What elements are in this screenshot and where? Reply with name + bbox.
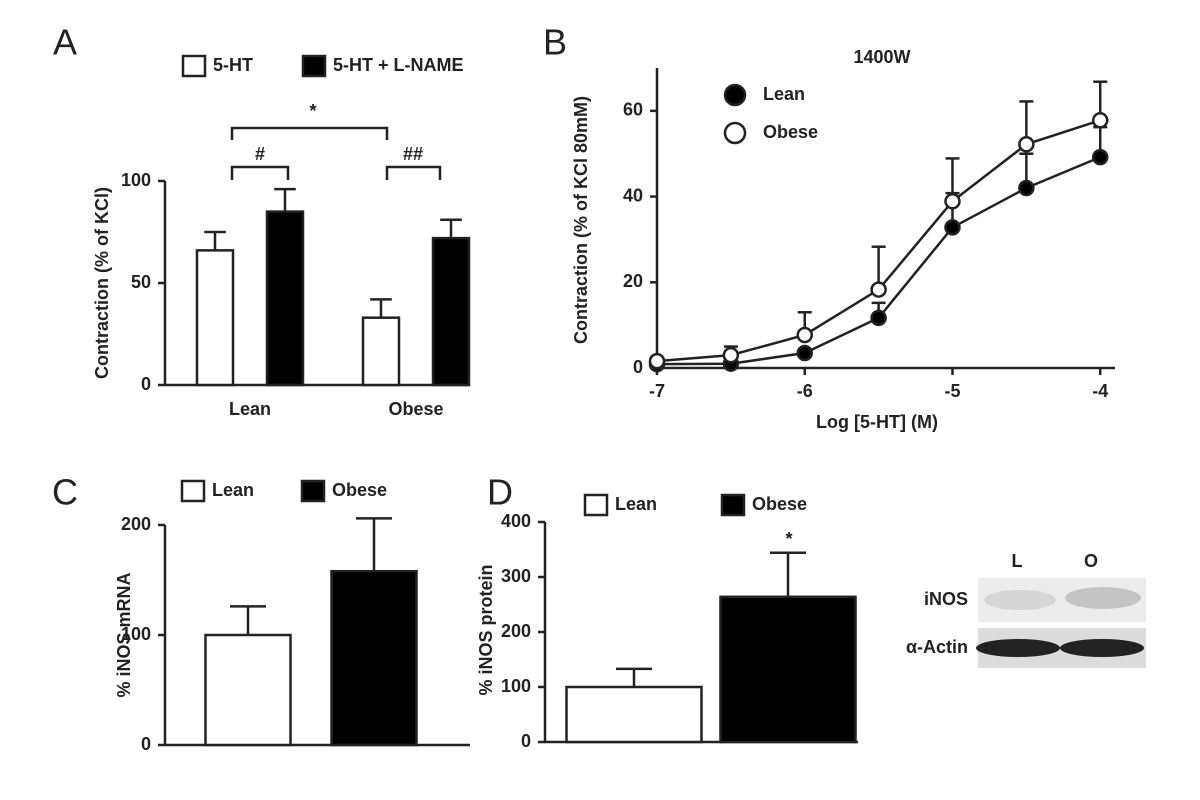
y-tick-label: 50 [131,272,151,292]
bar [265,210,305,387]
y-tick-label: 0 [521,731,531,751]
y-axis-label: % iNOS mRNA [114,572,134,697]
legend-swatch [181,54,207,78]
x-tick-label: -5 [944,381,960,401]
significance-bracket [230,126,389,140]
legend-marker [723,83,747,107]
y-tick-label: 0 [141,734,151,754]
blot-row-label: iNOS [924,589,968,609]
bar [565,685,703,744]
point [796,326,813,344]
y-axis-label: Contraction (% of KCl 80mM) [571,96,591,344]
y-tick-label: 200 [501,621,531,641]
blot-row-label: α-Actin [906,637,968,657]
bar [361,316,401,387]
legend-label: Obese [332,480,387,500]
x-tick-label: Obese [388,399,443,419]
y-axis-label: Contraction (% of KCl) [92,187,112,379]
y-tick-label: 60 [623,100,643,120]
y-tick-label: 400 [501,511,531,531]
y-tick-label: 200 [121,514,151,534]
western-blot [976,578,1146,668]
y-axis-label: % iNOS protein [476,564,496,695]
bar [719,595,857,744]
point [796,344,813,362]
point [722,346,740,364]
annotation: # [255,144,265,164]
x-tick-label: -6 [797,381,813,401]
point [1091,112,1109,129]
x-tick-label: Lean [229,399,271,419]
legend-label: Lean [763,84,805,104]
point [944,193,961,210]
y-tick-label: 0 [633,357,643,377]
blot-band [1065,587,1141,609]
x-tick-label: -4 [1092,381,1108,401]
point [648,352,666,370]
panel-label: C [52,472,78,513]
annotation: ## [403,144,423,164]
legend-swatch [583,493,609,517]
panel-label: B [543,22,567,63]
bar [195,249,235,387]
y-tick-label: 300 [501,566,531,586]
blot-lane-label: L [1012,551,1023,571]
y-tick-label: 40 [623,185,643,205]
legend-swatch [720,493,746,517]
bar [330,569,418,747]
point [870,309,887,327]
legend-swatch [301,54,327,78]
legend-label: 5-HT + L-NAME [333,55,464,75]
bar [204,633,292,747]
annotation: * [785,529,792,549]
blot-band [976,639,1060,657]
significance-bracket [385,165,442,180]
legend-label: Lean [212,480,254,500]
blot-lane-label: O [1084,551,1098,571]
significance-bracket [230,165,290,180]
legend-label: Obese [752,494,807,514]
point [944,219,961,236]
x-axis-label: Log [5-HT] (M) [816,412,938,432]
x-tick-label: -7 [649,381,665,401]
y-tick-label: 100 [501,676,531,696]
point [1091,148,1109,166]
blot-band [1060,639,1144,657]
panel-label: A [53,22,77,63]
chart-title: 1400W [853,47,910,67]
blot-band [984,590,1056,610]
panel-label: D [487,472,513,513]
y-tick-label: 0 [141,374,151,394]
point [870,281,887,298]
legend-swatch [180,479,206,503]
point [1018,136,1035,153]
y-tick-label: 100 [121,170,151,190]
y-tick-label: 20 [623,271,643,291]
legend-label: Obese [763,122,818,142]
legend-label: 5-HT [213,55,253,75]
point [1018,179,1035,197]
legend-label: Lean [615,494,657,514]
legend-swatch [300,479,326,503]
legend-marker [723,121,747,145]
bar [431,236,471,387]
y-tick-label: 100 [121,624,151,644]
annotation: * [309,101,316,121]
